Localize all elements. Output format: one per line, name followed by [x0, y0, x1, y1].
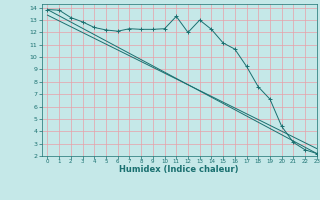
- X-axis label: Humidex (Indice chaleur): Humidex (Indice chaleur): [119, 165, 239, 174]
